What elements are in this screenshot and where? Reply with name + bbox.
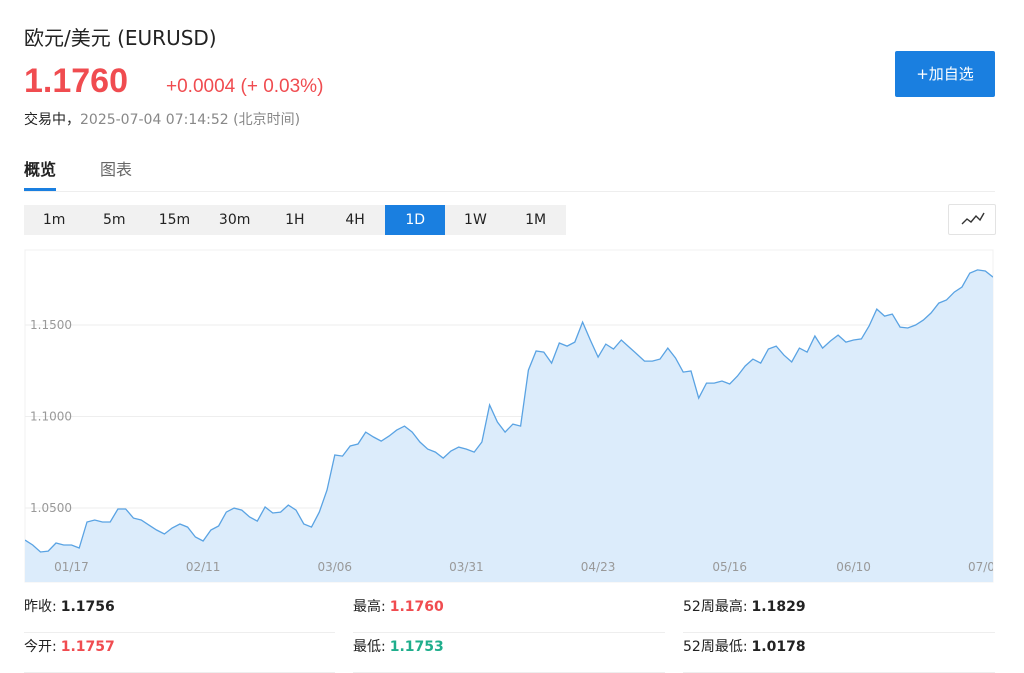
tabs: 概览 图表 [24, 156, 132, 191]
tab[interactable]: 概览 [24, 156, 57, 191]
price: 1.1760 [24, 62, 128, 100]
trading-status: 交易中， [24, 112, 80, 128]
stat-value: 1.0178 [751, 639, 806, 655]
status: 交易中，2025-07-04 07:14:52 (北京时间) [24, 109, 300, 129]
stat-item: 昨收: 1.1756 [24, 592, 335, 633]
period-option[interactable]: 1D [385, 205, 446, 235]
stat-item: 52周最低: 1.0178 [683, 632, 995, 673]
period-selector: 1m 5m 15m 30m 1H 4H 1D 1W 1M [24, 205, 566, 235]
stat-item: 52周最高: 1.1829 [683, 592, 995, 633]
stat-item: 最低: 1.1753 [353, 632, 665, 673]
period-option[interactable]: 4H [345, 212, 365, 228]
period-option[interactable]: 5m [103, 212, 126, 228]
stat-label: 52周最高: [683, 599, 748, 615]
period-option[interactable]: 30m [218, 212, 251, 228]
area-fill [25, 269, 993, 582]
x-tick-label: 05/16 [712, 560, 747, 574]
chart-type-button[interactable] [948, 204, 996, 235]
x-tick-label: 03/31 [449, 560, 484, 574]
x-tick-label: 02/11 [186, 560, 221, 574]
chart: 1.0500 1.1000 1.1500 01/17 02/11 03/06 03/31 04… [24, 249, 1003, 583]
timestamp: 2025-07-04 07:14:52 (北京时间) [80, 112, 301, 128]
period-option[interactable]: 1m [42, 212, 66, 228]
period-option[interactable]: 1M [525, 212, 547, 228]
stat-label: 最低: [353, 639, 386, 655]
stat-value: 1.1753 [389, 639, 444, 655]
chart-icon [961, 212, 985, 225]
y-tick-label: 1.1000 [30, 410, 72, 424]
stat-value: 1.1756 [60, 599, 115, 615]
stat-label: 52周最低: [683, 639, 748, 655]
period-option[interactable]: 1W [464, 212, 487, 228]
x-tick-label: 01/17 [54, 560, 89, 574]
x-tick-label: 04/23 [581, 560, 616, 574]
separator [24, 191, 995, 192]
x-tick-label: 07/04 [968, 560, 1003, 574]
stat-item: 今开: 1.1757 [24, 632, 335, 673]
stat-value: 1.1829 [751, 599, 806, 615]
y-tick-label: 1.0500 [30, 501, 72, 515]
stat-value: 1.1760 [389, 599, 444, 615]
stat-label: 今开: [24, 639, 57, 655]
period-option[interactable]: 1H [285, 212, 305, 228]
title: 欧元/美元 (EURUSD) [24, 26, 217, 50]
x-tick-label: 06/10 [836, 560, 871, 574]
period-option[interactable]: 15m [158, 212, 191, 228]
tab[interactable]: 图表 [100, 160, 133, 179]
x-tick-label: 03/06 [317, 560, 352, 574]
stat-value: 1.1757 [60, 639, 115, 655]
y-tick-label: 1.1500 [30, 318, 72, 332]
stat-item: 最高: 1.1760 [353, 592, 665, 633]
stat-label: 昨收: [24, 599, 57, 615]
price-line [25, 269, 993, 553]
add-watchlist-button[interactable]: +加自选 [895, 51, 995, 97]
price-change: +0.0004 (+ 0.03%) [166, 76, 324, 97]
stat-label: 最高: [353, 599, 386, 615]
